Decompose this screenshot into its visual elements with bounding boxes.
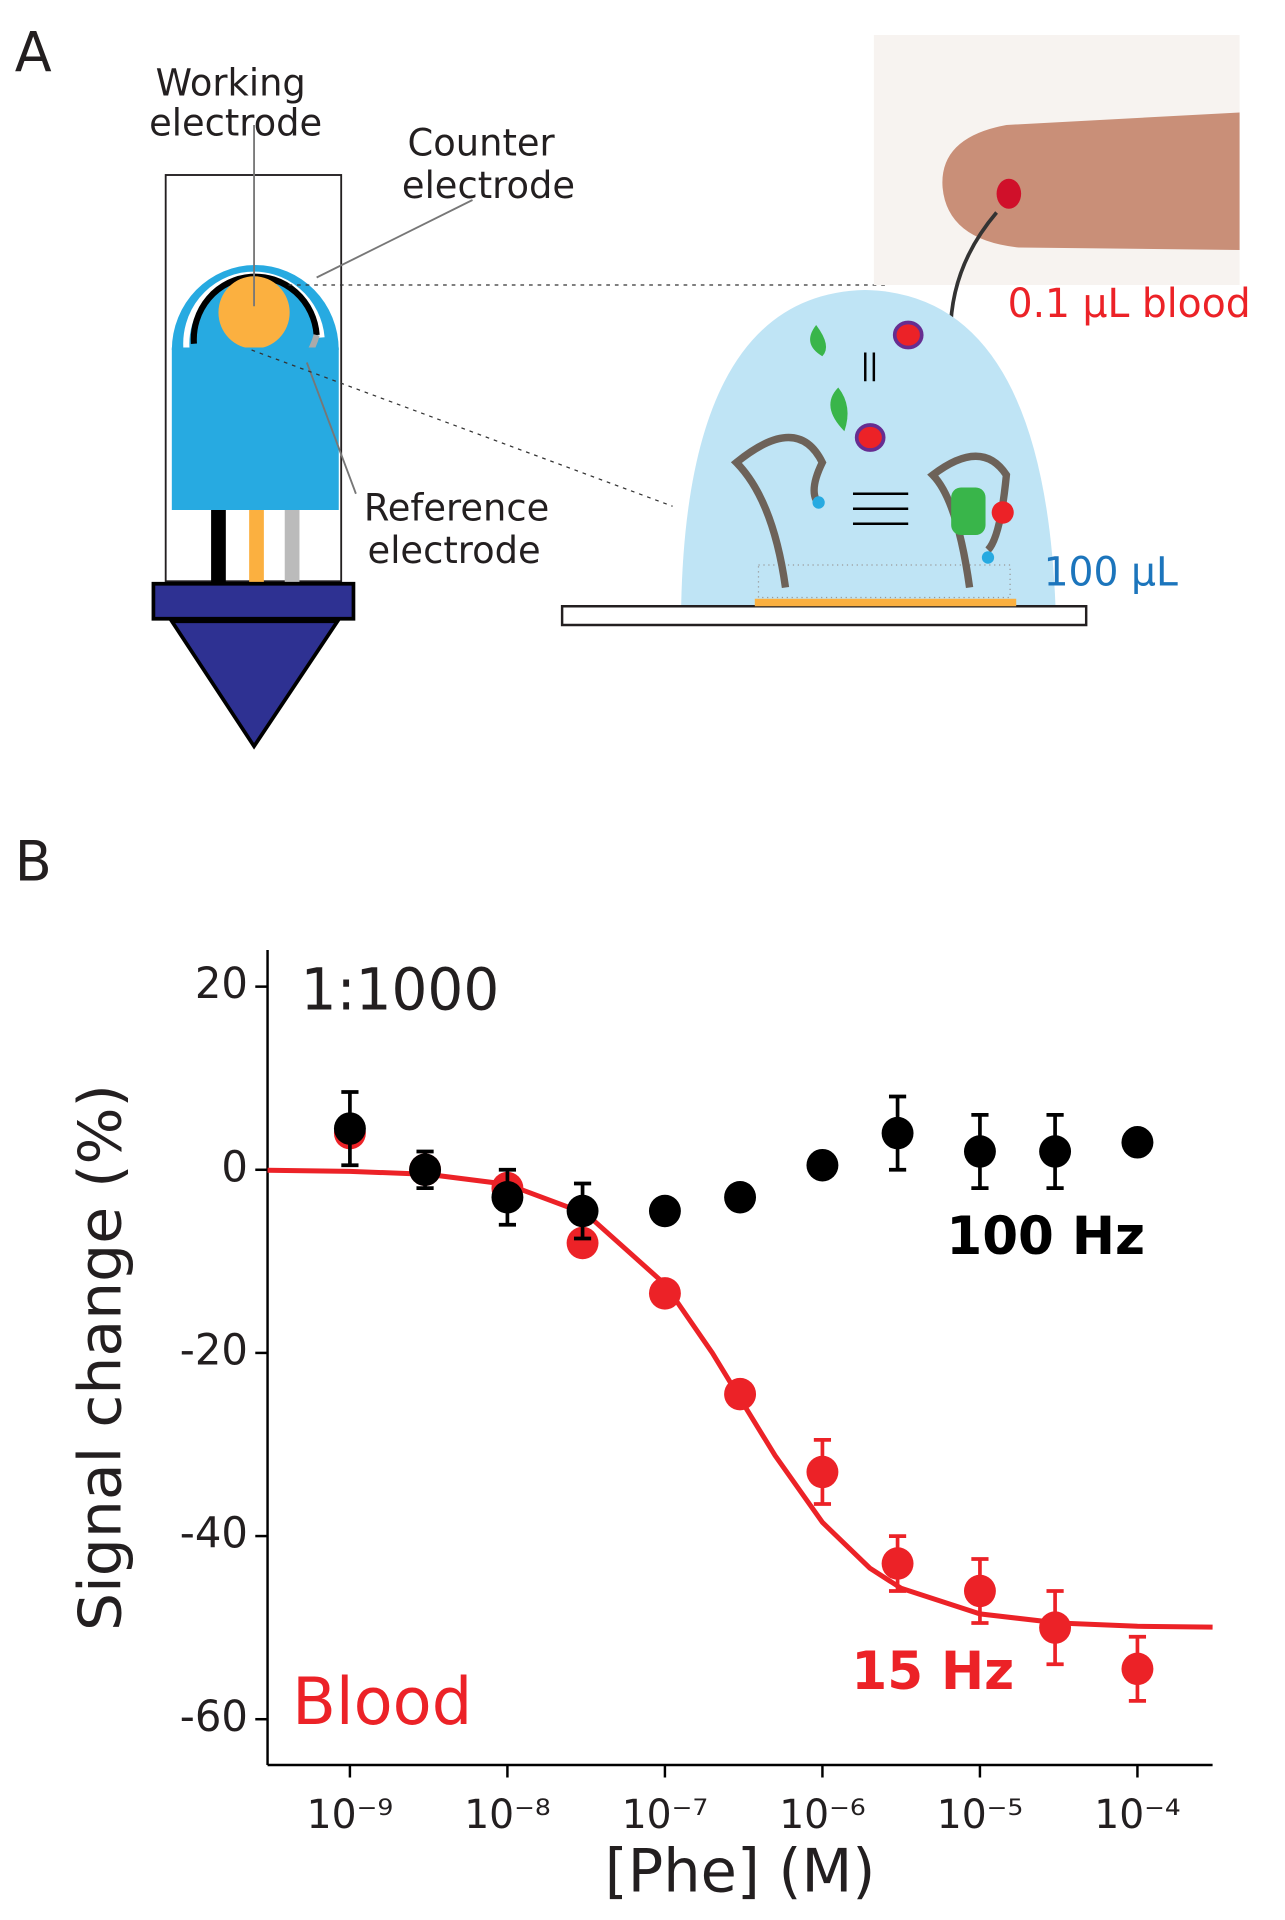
fit-curve xyxy=(267,1167,1213,1630)
lead xyxy=(249,510,264,585)
point xyxy=(881,1116,914,1150)
x-axis-label: [Phe] (M) xyxy=(605,1837,876,1907)
point xyxy=(1039,1611,1072,1644)
x-tick-label: 10⁻⁵ xyxy=(937,1792,1023,1838)
label: Working xyxy=(156,61,306,104)
redox xyxy=(981,551,995,564)
working-disc xyxy=(218,276,290,349)
y-tick-label: -40 xyxy=(180,1508,248,1557)
aptamer xyxy=(730,433,827,589)
panel-label: B xyxy=(15,829,52,894)
leader xyxy=(305,362,357,495)
point xyxy=(491,1180,524,1214)
panel-a: A Working electrode Counter electrode Re… xyxy=(15,20,1251,750)
equilibrium xyxy=(852,492,909,525)
point xyxy=(963,1574,996,1608)
y-tick-label: -20 xyxy=(180,1325,248,1374)
point xyxy=(566,1226,599,1260)
point xyxy=(566,1194,599,1228)
monolayer xyxy=(757,564,1011,599)
lead xyxy=(284,510,300,585)
leader xyxy=(316,199,473,279)
enzyme xyxy=(951,487,986,535)
redox xyxy=(812,496,825,509)
point xyxy=(806,1455,839,1489)
label: electrode xyxy=(368,529,541,572)
point xyxy=(724,1180,757,1214)
x-tick-label: 10⁻⁸ xyxy=(464,1792,550,1838)
electrode-body xyxy=(171,347,339,510)
label: electrode xyxy=(402,164,575,207)
panel-label: A xyxy=(15,20,52,85)
y-axis-label: Signal change (%) xyxy=(67,1084,135,1631)
phe xyxy=(991,501,1014,524)
connector xyxy=(151,581,356,621)
sample-volume: 100 μL xyxy=(1044,549,1178,595)
y-tick-label: 20 xyxy=(195,959,248,1008)
x-tick-label: 10⁻⁴ xyxy=(1094,1792,1180,1838)
finger xyxy=(942,112,1240,250)
point xyxy=(806,1148,839,1182)
label: electrode xyxy=(149,101,322,144)
x-tick-label: 10⁻⁹ xyxy=(307,1792,393,1838)
y-tick-label: -60 xyxy=(180,1691,248,1740)
substrate xyxy=(560,605,1088,627)
blood-drop xyxy=(996,178,1022,209)
point xyxy=(409,1153,442,1187)
label: Reference xyxy=(364,486,549,529)
blood-volume: 0.1 μL blood xyxy=(1008,281,1251,327)
equilibrium xyxy=(864,352,876,382)
point xyxy=(1039,1135,1072,1168)
phe xyxy=(892,320,924,350)
annotation: 1:1000 xyxy=(301,957,500,1024)
gold xyxy=(754,598,1017,607)
y-tick-label: 0 xyxy=(221,1142,248,1191)
point xyxy=(333,1112,366,1145)
phe xyxy=(854,423,886,452)
chart: 20 0 -20 -40 -60 10⁻⁹ 10⁻⁸ 10⁻⁷ 10⁻⁶ 10⁻⁵ 10⁻⁴ [Phe… xyxy=(67,950,1213,1906)
enzyme xyxy=(830,387,848,432)
zoom-line xyxy=(251,349,673,507)
series-label: 15 Hz xyxy=(851,1642,1014,1703)
annotation: Blood xyxy=(292,1664,472,1740)
point xyxy=(1121,1126,1154,1159)
point xyxy=(648,1194,681,1228)
enzyme xyxy=(810,325,827,357)
point xyxy=(724,1377,757,1411)
series-label: 100 Hz xyxy=(946,1207,1145,1268)
point xyxy=(881,1547,914,1580)
label: Counter xyxy=(408,121,556,164)
x-tick-label: 10⁻⁷ xyxy=(622,1792,708,1838)
x-tick-label: 10⁻⁶ xyxy=(779,1792,865,1838)
point xyxy=(1121,1652,1154,1686)
point xyxy=(648,1277,681,1310)
tip xyxy=(168,619,341,750)
point xyxy=(963,1135,996,1168)
lead xyxy=(211,510,226,585)
